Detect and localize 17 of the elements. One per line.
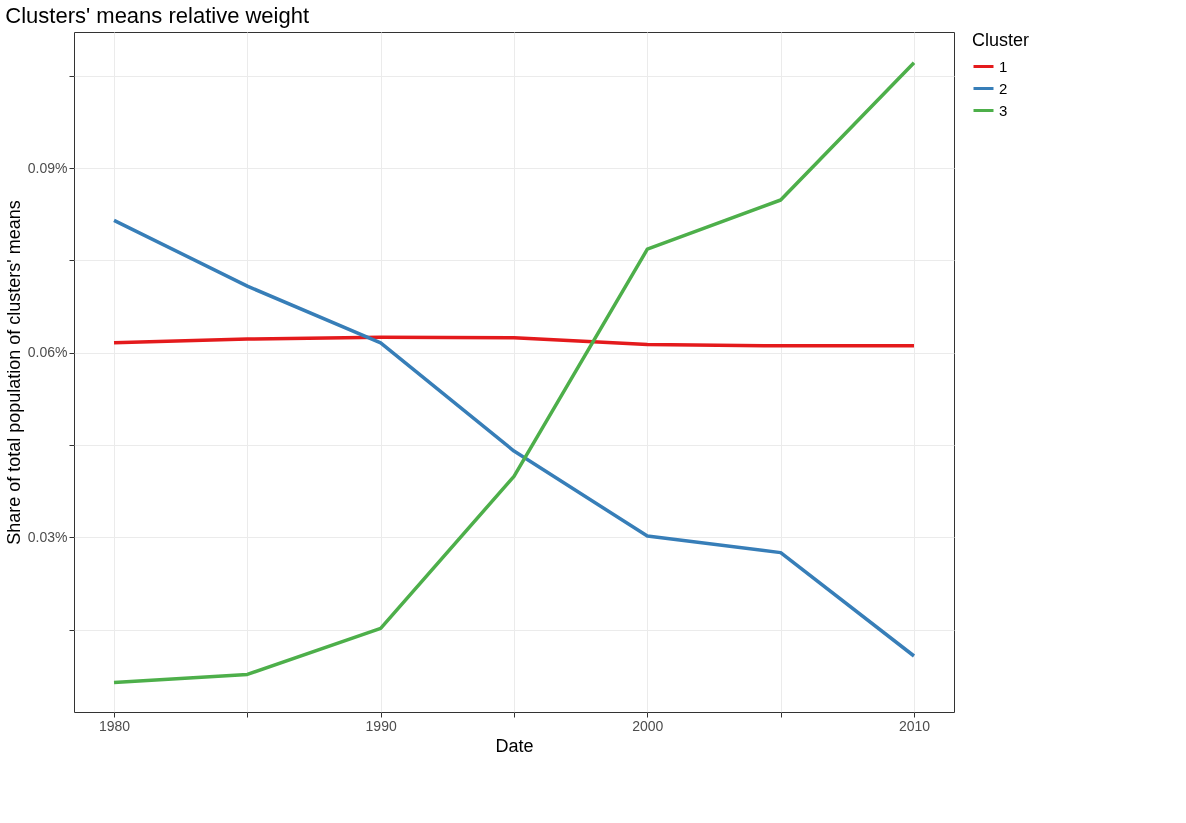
x-tick-label: 2010	[898, 717, 931, 734]
x-tick-label: 1980	[98, 717, 131, 734]
x-tick-label: 2000	[632, 717, 664, 734]
y-tick-label: 0.03%	[27, 528, 68, 545]
y-axis-title: Share of total population of clusters' means	[3, 200, 24, 545]
legend-label: 2	[999, 79, 1008, 97]
legend-label: 3	[999, 101, 1008, 119]
line-series	[112, 335, 916, 348]
line-series	[112, 218, 916, 658]
legend-title: Cluster	[972, 30, 1030, 50]
line-series	[112, 61, 916, 685]
chart-title: Clusters' means relative weight	[5, 3, 310, 28]
legend-label: 1	[999, 57, 1008, 75]
y-tick-label: 0.09%	[27, 159, 68, 176]
x-axis-title: Date	[495, 735, 534, 756]
x-tick-label: 1990	[365, 717, 397, 734]
y-tick-label: 0.06%	[27, 344, 68, 361]
